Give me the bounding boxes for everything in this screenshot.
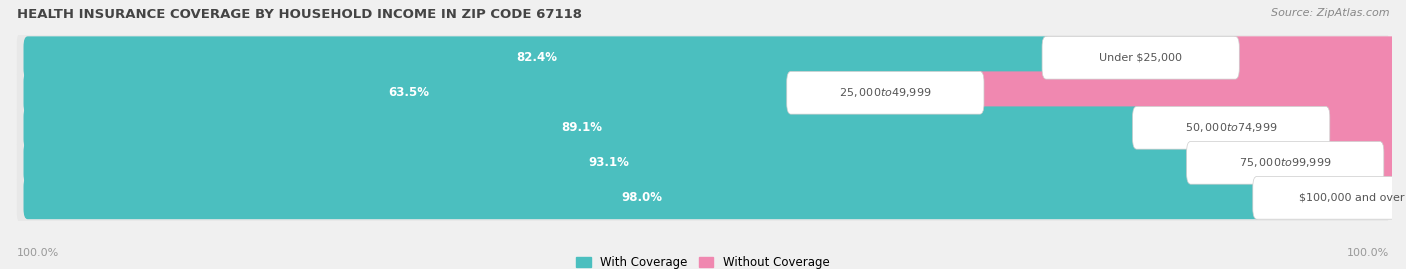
Text: HEALTH INSURANCE COVERAGE BY HOUSEHOLD INCOME IN ZIP CODE 67118: HEALTH INSURANCE COVERAGE BY HOUSEHOLD I… (17, 8, 582, 21)
FancyBboxPatch shape (17, 173, 1389, 223)
Legend: With Coverage, Without Coverage: With Coverage, Without Coverage (572, 252, 834, 269)
FancyBboxPatch shape (1042, 36, 1239, 79)
Text: 82.4%: 82.4% (516, 51, 557, 64)
FancyBboxPatch shape (976, 71, 1406, 114)
Text: 63.5%: 63.5% (388, 86, 430, 99)
FancyBboxPatch shape (17, 138, 1389, 188)
FancyBboxPatch shape (1322, 107, 1406, 149)
Text: 100.0%: 100.0% (1347, 248, 1389, 258)
Text: 100.0%: 100.0% (17, 248, 59, 258)
Text: Source: ZipAtlas.com: Source: ZipAtlas.com (1271, 8, 1389, 18)
FancyBboxPatch shape (24, 107, 1140, 149)
FancyBboxPatch shape (1133, 107, 1330, 149)
Text: $25,000 to $49,999: $25,000 to $49,999 (839, 86, 932, 99)
FancyBboxPatch shape (17, 103, 1389, 153)
FancyBboxPatch shape (17, 68, 1389, 118)
FancyBboxPatch shape (1232, 36, 1406, 79)
FancyBboxPatch shape (1187, 141, 1384, 184)
FancyBboxPatch shape (17, 33, 1389, 83)
Text: 98.0%: 98.0% (621, 191, 662, 204)
FancyBboxPatch shape (24, 176, 1261, 219)
Text: 93.1%: 93.1% (589, 156, 630, 169)
FancyBboxPatch shape (24, 36, 1050, 79)
FancyBboxPatch shape (787, 71, 984, 114)
Text: $100,000 and over: $100,000 and over (1299, 193, 1405, 203)
FancyBboxPatch shape (1253, 176, 1406, 219)
FancyBboxPatch shape (24, 71, 794, 114)
Text: 89.1%: 89.1% (561, 121, 603, 134)
Text: $75,000 to $99,999: $75,000 to $99,999 (1239, 156, 1331, 169)
FancyBboxPatch shape (24, 141, 1195, 184)
FancyBboxPatch shape (1375, 141, 1406, 184)
Text: $50,000 to $74,999: $50,000 to $74,999 (1185, 121, 1278, 134)
Text: Under $25,000: Under $25,000 (1099, 53, 1182, 63)
